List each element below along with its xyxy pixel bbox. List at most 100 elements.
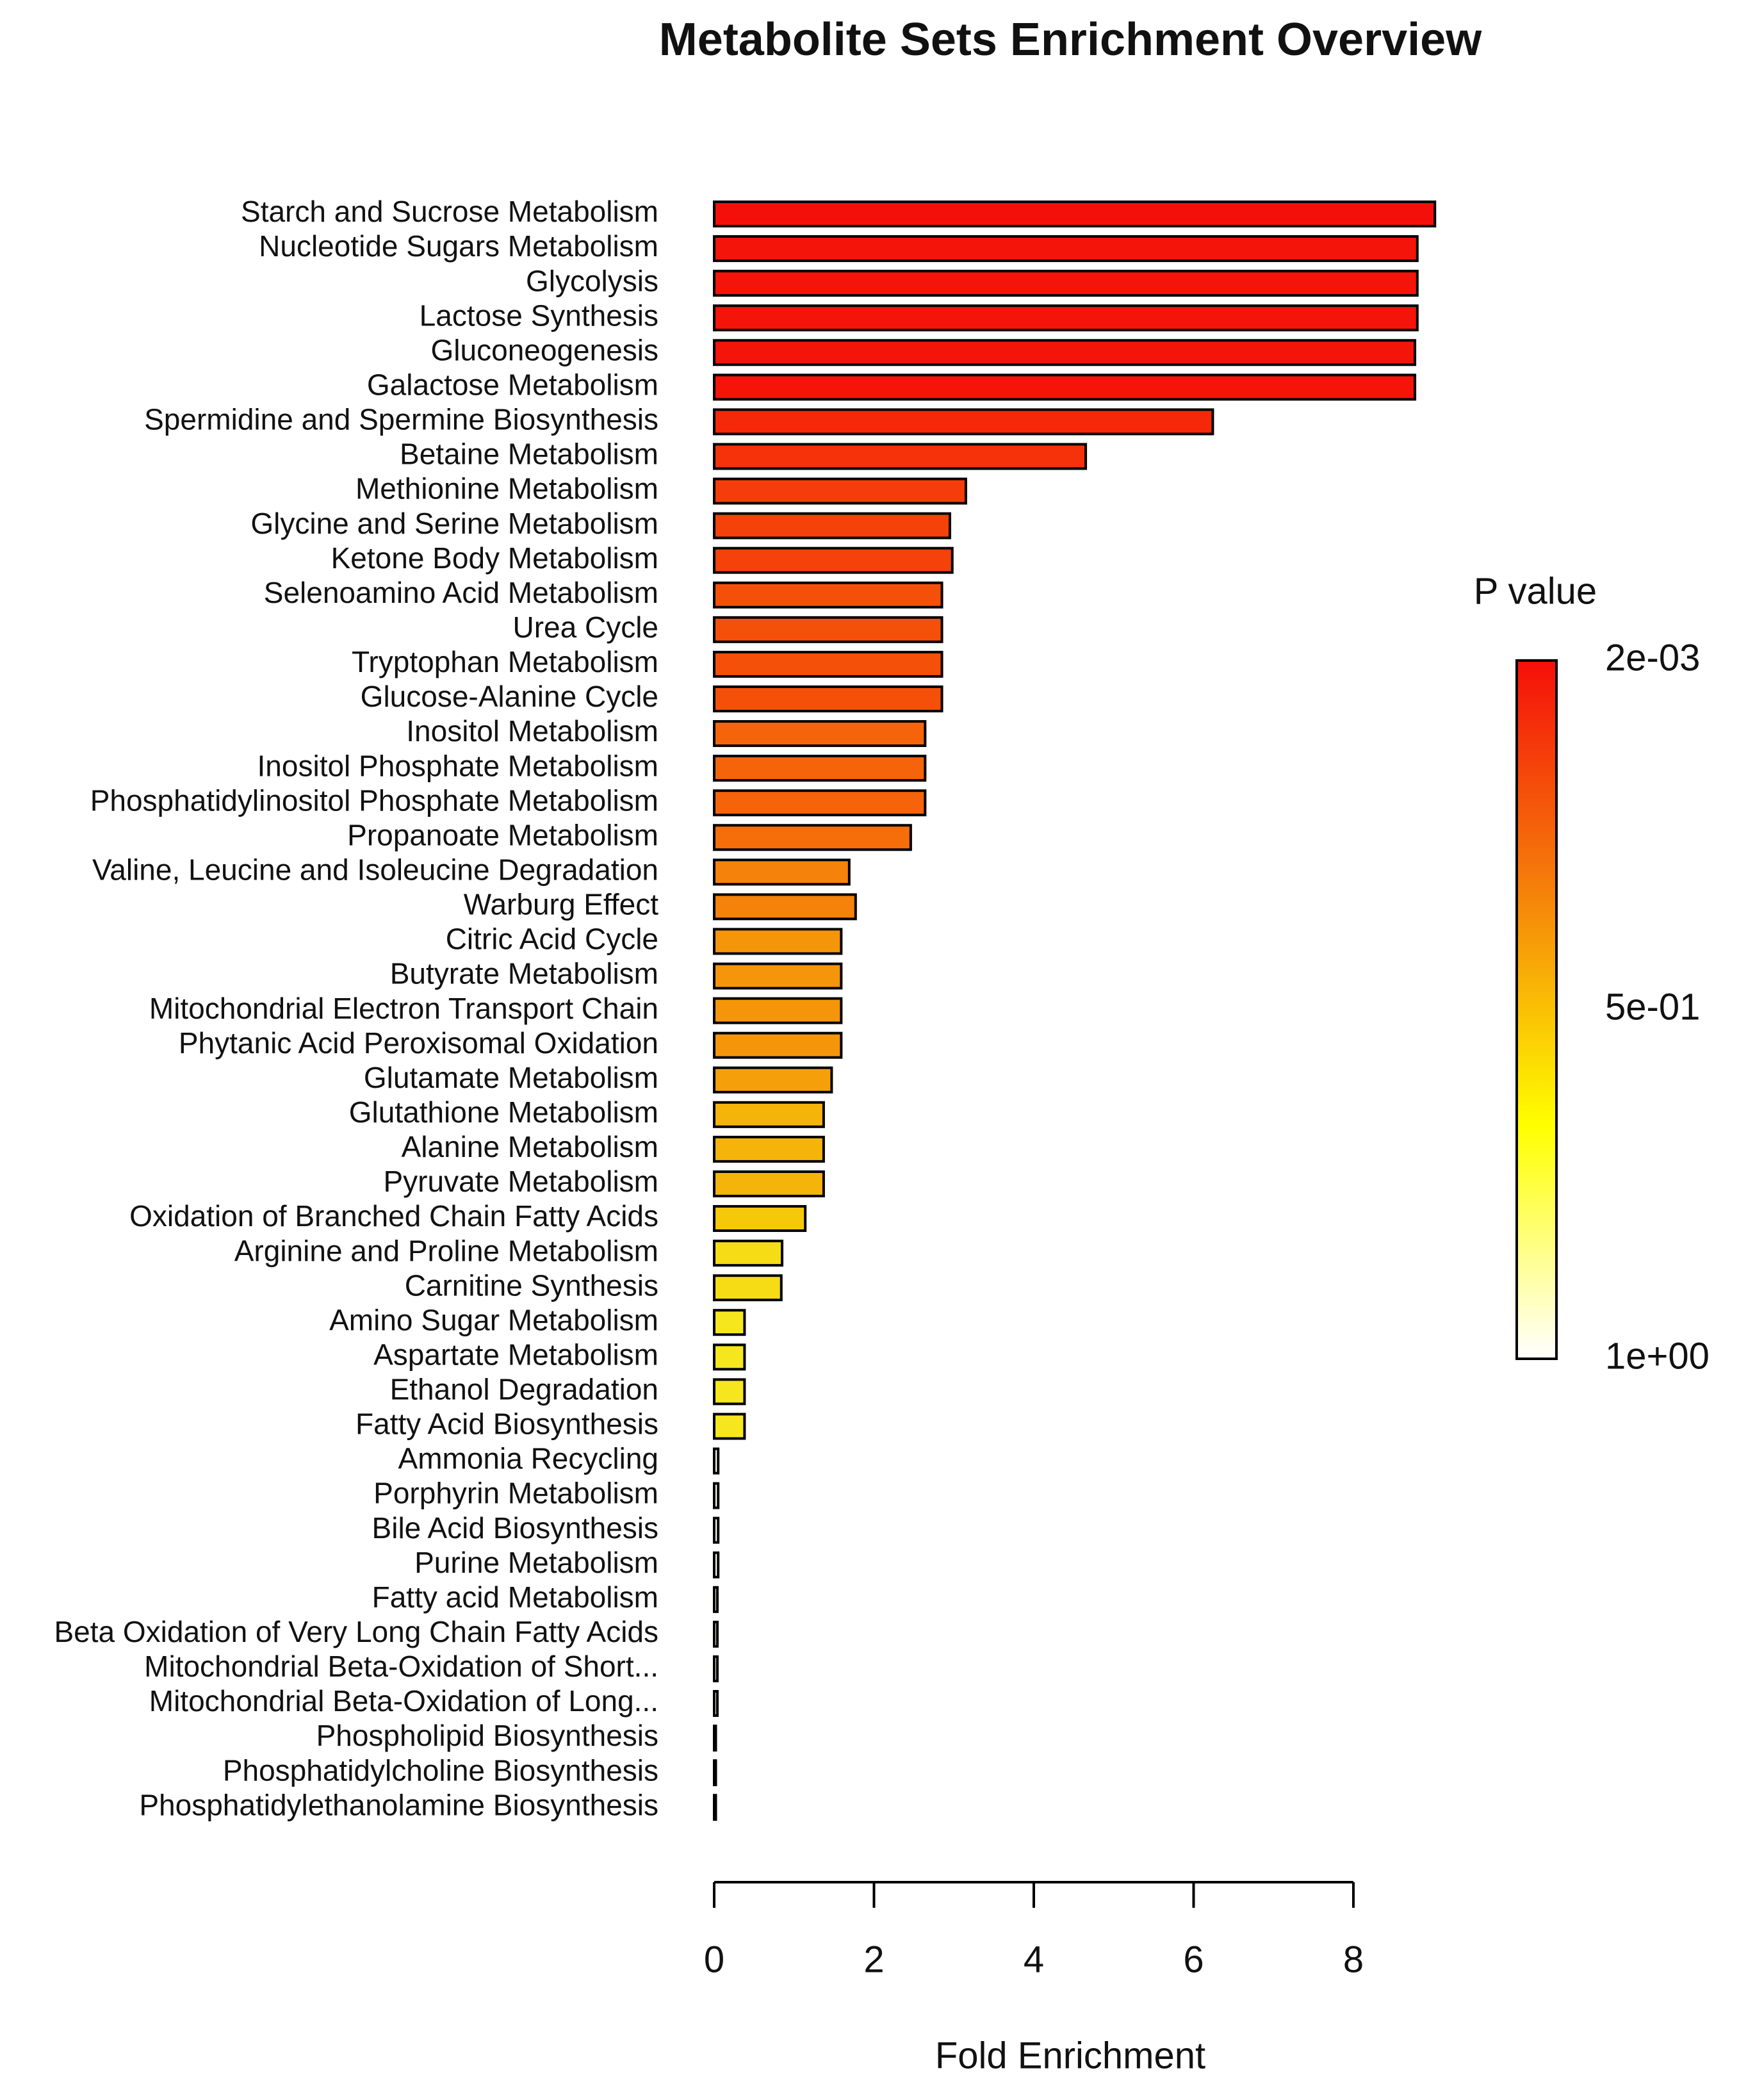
y-tick-label: Alanine Metabolism — [402, 1130, 658, 1163]
y-tick-label: Propanoate Metabolism — [347, 818, 658, 851]
bar — [713, 1516, 720, 1544]
bar — [713, 1794, 717, 1821]
y-tick-label: Ammonia Recycling — [398, 1442, 658, 1475]
y-tick-label: Nucleotide Sugars Metabolism — [259, 229, 658, 263]
y-tick-label: Porphyrin Metabolism — [373, 1477, 658, 1510]
bar — [713, 858, 851, 886]
bar — [713, 1205, 807, 1233]
bar — [713, 1620, 719, 1648]
y-tick-label: Pyruvate Metabolism — [384, 1165, 659, 1198]
y-tick-label: Urea Cycle — [512, 611, 658, 644]
y-tick-label: Lactose Synthesis — [420, 299, 658, 332]
bar — [713, 512, 952, 539]
y-tick-label: Phosphatidylinositol Phosphate Metabolis… — [90, 783, 658, 817]
y-tick-label: Glutathione Metabolism — [349, 1095, 658, 1129]
bar — [713, 1031, 843, 1059]
y-tick-label: Fatty acid Metabolism — [372, 1580, 658, 1614]
bar — [713, 1240, 784, 1267]
y-tick-label: Valine, Leucine and Isoleucine Degradati… — [92, 853, 658, 886]
y-tick-label: Phytanic Acid Peroxisomal Oxidation — [179, 1026, 658, 1060]
y-tick-label: Phospholipid Biosynthesis — [316, 1719, 658, 1752]
bar — [713, 477, 967, 505]
colorbar-title: P value — [1474, 570, 1597, 612]
bar — [713, 1066, 833, 1094]
bar — [713, 1447, 720, 1475]
bar — [713, 962, 843, 990]
bar — [713, 1413, 746, 1440]
y-tick-label: Amino Sugar Metabolism — [329, 1303, 658, 1336]
y-tick-label: Warburg Effect — [464, 888, 658, 921]
bar — [713, 1378, 746, 1406]
bar — [713, 1725, 717, 1752]
bar — [713, 1274, 783, 1302]
bar — [713, 201, 1437, 227]
y-tick-label: Starch and Sucrose Metabolism — [241, 195, 658, 228]
bar — [713, 928, 843, 955]
bar — [713, 1551, 720, 1579]
y-tick-label: Carnitine Synthesis — [405, 1268, 658, 1302]
x-tick-label: 8 — [1343, 1939, 1364, 1980]
y-tick-label: Tryptophan Metabolism — [352, 645, 658, 678]
x-tick-label: 0 — [704, 1939, 724, 1980]
bar — [713, 581, 943, 609]
y-tick-label: Butyrate Metabolism — [390, 957, 658, 990]
bar — [713, 1586, 719, 1613]
bar — [713, 1482, 720, 1509]
bar — [713, 1759, 717, 1787]
y-tick-label: Selenoamino Acid Metabolism — [264, 576, 658, 609]
bar — [713, 650, 943, 678]
bar — [713, 408, 1214, 436]
bar — [713, 685, 943, 712]
bar — [713, 443, 1088, 470]
bar — [713, 373, 1417, 401]
y-tick-label: Ethanol Degradation — [390, 1373, 658, 1406]
colorbar-label: 2e-03 — [1605, 637, 1700, 678]
colorbar-label: 1e+00 — [1605, 1335, 1710, 1377]
y-tick-label: Phosphatidylcholine Biosynthesis — [223, 1753, 658, 1787]
bar — [713, 270, 1419, 297]
bar — [713, 997, 843, 1024]
y-tick-label: Arginine and Proline Metabolism — [234, 1234, 658, 1267]
y-tick-label: Mitochondrial Beta-Oxidation of Long... — [149, 1684, 658, 1718]
y-tick-label: Fatty Acid Biosynthesis — [355, 1407, 658, 1441]
y-tick-label: Glucose-Alanine Cycle — [361, 680, 658, 713]
bar — [713, 1690, 719, 1718]
y-tick-label: Inositol Phosphate Metabolism — [257, 749, 658, 782]
bar — [713, 1655, 719, 1682]
y-tick-label: Citric Acid Cycle — [446, 923, 658, 956]
y-tick-label: Mitochondrial Beta-Oxidation of Short... — [144, 1650, 658, 1683]
bar — [713, 893, 857, 921]
bar — [713, 339, 1417, 366]
bar — [713, 546, 954, 574]
y-tick-label: Bile Acid Biosynthesis — [372, 1511, 658, 1545]
y-tick-label: Gluconeogenesis — [431, 333, 658, 366]
y-tick-label: Purine Metabolism — [414, 1546, 658, 1579]
bar — [713, 1170, 825, 1197]
bar — [713, 304, 1419, 332]
y-tick-label: Inositol Metabolism — [406, 714, 658, 748]
bar — [713, 1135, 825, 1163]
x-tick-label: 6 — [1183, 1939, 1204, 1980]
y-tick-label: Betaine Metabolism — [400, 438, 658, 471]
colorbar-label: 5e-01 — [1605, 986, 1700, 1028]
colorbar — [1515, 659, 1558, 1360]
bar — [713, 824, 912, 851]
bar — [713, 755, 927, 782]
y-tick-label: Oxidation of Branched Chain Fatty Acids — [129, 1199, 658, 1233]
x-axis-label: Fold Enrichment — [935, 2035, 1205, 2076]
bar — [713, 1343, 746, 1371]
y-tick-label: Mitochondrial Electron Transport Chain — [149, 992, 658, 1025]
bar — [713, 235, 1419, 263]
y-tick-label: Ketone Body Metabolism — [331, 541, 658, 575]
y-tick-label: Galactose Metabolism — [367, 368, 658, 402]
y-tick-label: Glutamate Metabolism — [364, 1061, 658, 1094]
y-tick-label: Aspartate Metabolism — [373, 1338, 658, 1371]
y-tick-label: Spermidine and Spermine Biosynthesis — [144, 403, 658, 436]
y-tick-label: Glycolysis — [526, 264, 658, 297]
y-tick-label: Phosphatidylethanolamine Biosynthesis — [139, 1788, 658, 1821]
y-tick-label: Beta Oxidation of Very Long Chain Fatty … — [54, 1615, 658, 1648]
bar — [713, 616, 943, 643]
x-tick-label: 2 — [863, 1939, 884, 1980]
chart-title: Metabolite Sets Enrichment Overview — [659, 14, 1482, 65]
